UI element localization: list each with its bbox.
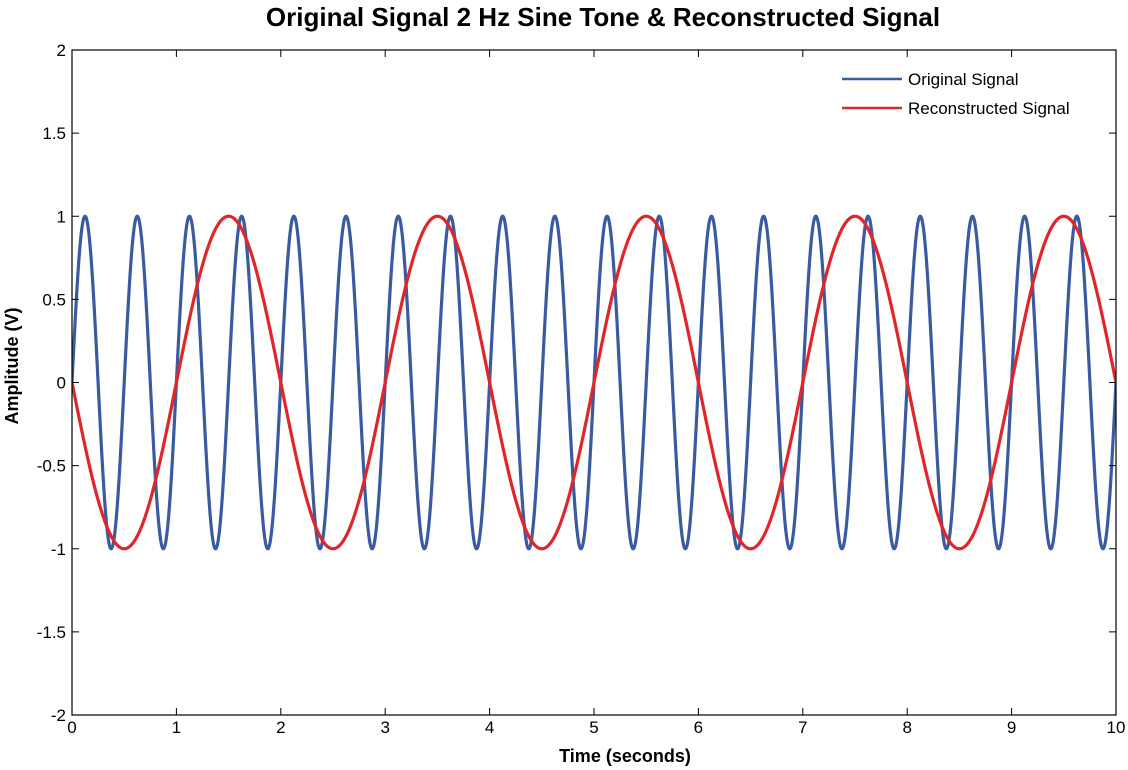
x-tick-label: 4 <box>485 718 494 737</box>
x-tick-label: 8 <box>902 718 911 737</box>
x-tick-label: 0 <box>67 718 76 737</box>
x-tick-label: 10 <box>1107 718 1126 737</box>
y-axis-label: Amplitude (V) <box>2 308 22 425</box>
y-tick-label: 1.5 <box>42 124 66 143</box>
y-tick-label: 2 <box>57 41 66 60</box>
x-axis-label: Time (seconds) <box>559 746 691 766</box>
x-tick-label: 5 <box>589 718 598 737</box>
y-tick-label: 0.5 <box>42 290 66 309</box>
legend-label-0: Original Signal <box>908 70 1019 89</box>
plot-area <box>72 214 1116 551</box>
y-tick-label: -0.5 <box>37 457 66 476</box>
y-tick-label: -2 <box>51 706 66 725</box>
legend: Original Signal Reconstructed Signal <box>842 70 1070 118</box>
chart-title: Original Signal 2 Hz Sine Tone & Reconst… <box>266 2 940 32</box>
y-tick-label: 0 <box>57 374 66 393</box>
x-tick-label: 3 <box>380 718 389 737</box>
x-tick-label: 7 <box>798 718 807 737</box>
x-tick-label: 2 <box>276 718 285 737</box>
legend-label-1: Reconstructed Signal <box>908 99 1070 118</box>
y-tick-label: 1 <box>57 207 66 226</box>
y-tick-label: -1.5 <box>37 623 66 642</box>
x-tick-label: 9 <box>1007 718 1016 737</box>
axis-ticks: 0 1 2 3 4 5 6 7 8 9 10 2 1.5 1 0.5 0 -0.5 -1 -1.5 -2 <box>37 41 1126 737</box>
y-tick-label: -1 <box>51 540 66 559</box>
series-line-1 <box>72 214 1116 551</box>
x-tick-label: 6 <box>694 718 703 737</box>
x-tick-label: 1 <box>172 718 181 737</box>
